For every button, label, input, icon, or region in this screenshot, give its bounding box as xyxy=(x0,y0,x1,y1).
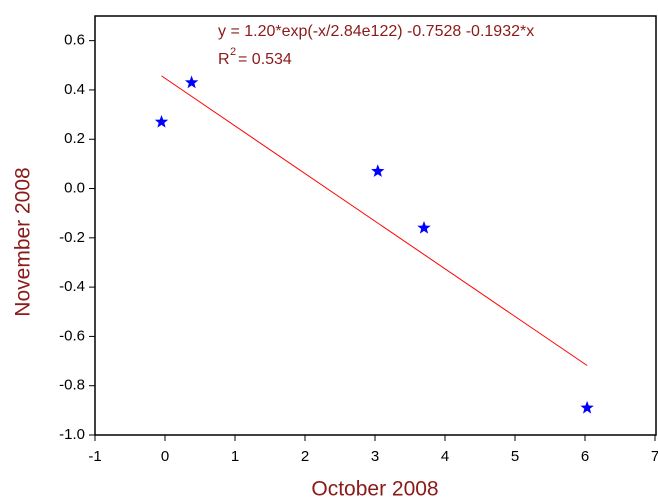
x-tick-label: 2 xyxy=(301,448,309,465)
y-tick-label: -1.0 xyxy=(59,426,85,443)
x-tick-label: 4 xyxy=(441,448,449,465)
x-tick-label: 6 xyxy=(581,448,589,465)
y-tick-label: -0.4 xyxy=(59,278,85,295)
x-axis-title: October 2008 xyxy=(311,478,438,500)
y-tick-label: 0.2 xyxy=(64,130,85,147)
r-squared-superscript: 2 xyxy=(230,46,236,58)
y-axis-title: November 2008 xyxy=(12,167,35,316)
y-tick-label: -0.6 xyxy=(59,327,85,344)
y-tick-label: -0.8 xyxy=(59,377,85,394)
r-squared-value: = 0.534 xyxy=(238,51,292,68)
x-tick-label: 3 xyxy=(371,448,379,465)
x-tick-label: 7 xyxy=(651,448,658,465)
y-tick-label: 0.4 xyxy=(64,81,85,98)
data-point xyxy=(580,400,594,414)
data-point xyxy=(417,221,431,234)
y-tick-label: 0.0 xyxy=(64,179,85,196)
fit-equation: y = 1.20*exp(-x/2.84e122) -0.7528 -0.193… xyxy=(218,23,534,40)
y-tick-label: -0.2 xyxy=(59,229,85,246)
data-point xyxy=(371,164,385,177)
r-squared-prefix: R xyxy=(218,51,230,68)
data-point xyxy=(184,75,199,89)
x-tick-label: -1 xyxy=(88,448,101,465)
x-tick-label: 1 xyxy=(231,448,239,465)
data-point xyxy=(154,115,169,128)
y-tick-label: 0.6 xyxy=(64,32,85,49)
fit-line xyxy=(161,75,588,366)
x-tick-label: 5 xyxy=(511,448,519,465)
plot-frame xyxy=(94,15,657,436)
x-tick-label: 0 xyxy=(161,448,169,465)
